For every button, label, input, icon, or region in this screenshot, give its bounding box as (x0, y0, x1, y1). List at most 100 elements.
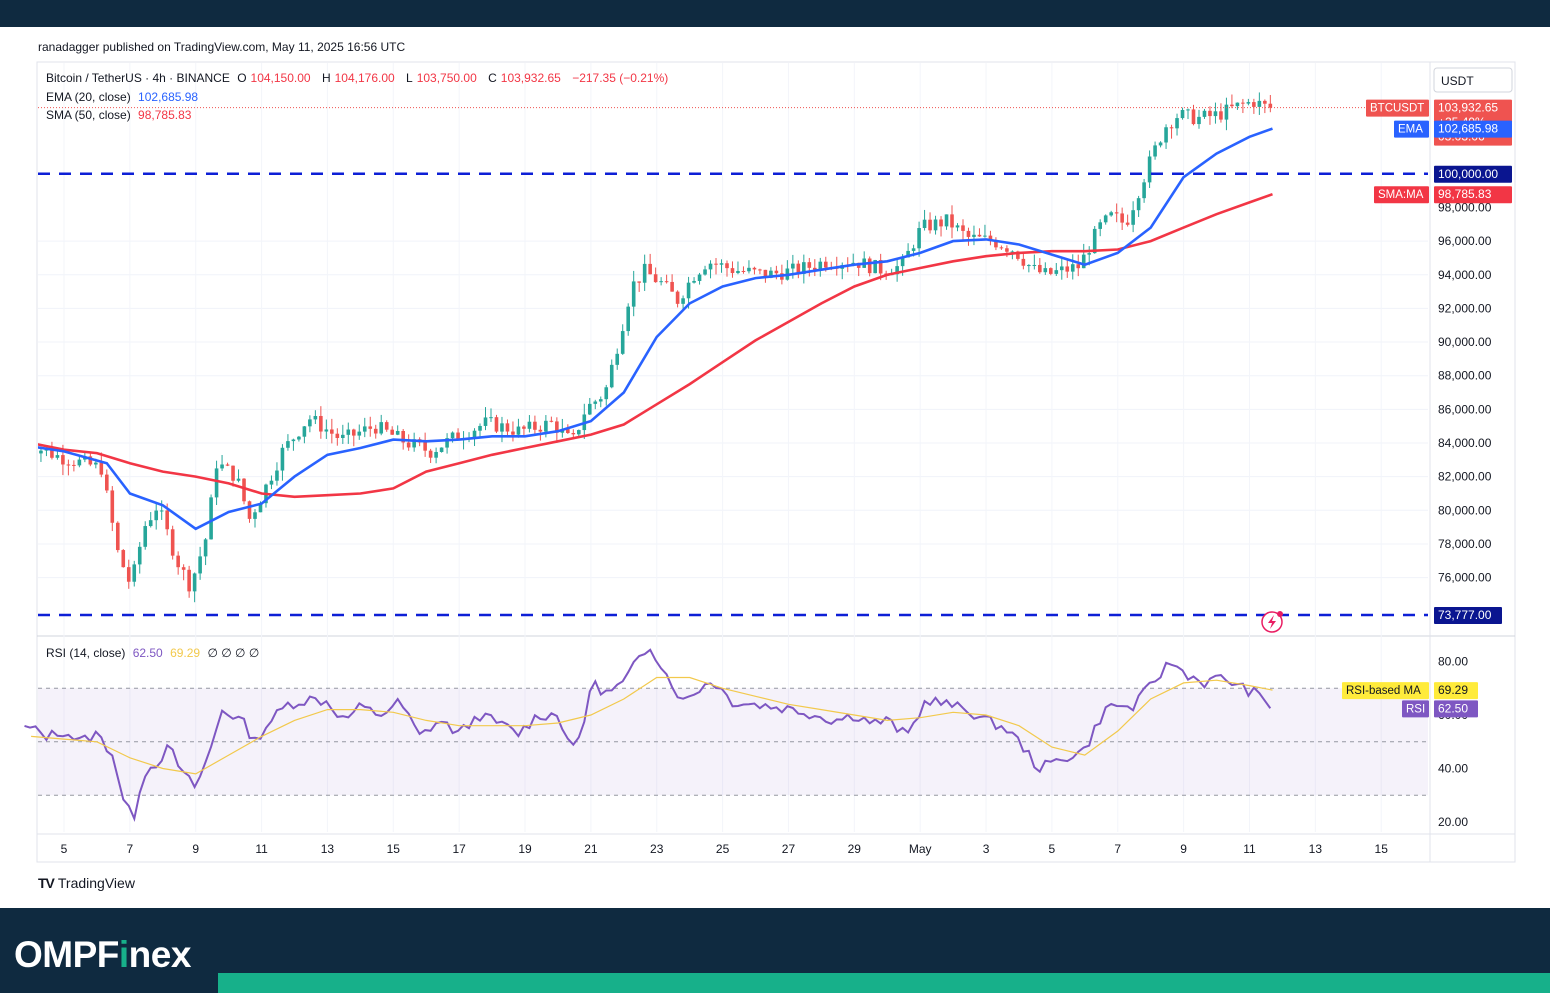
currency-label: USDT (1441, 74, 1474, 88)
candle-body (642, 263, 647, 283)
price-pane-group (28, 92, 1273, 603)
candle-body (1010, 251, 1015, 253)
candle-body (242, 478, 246, 502)
candle-body (302, 426, 307, 437)
candle-body (1158, 142, 1163, 146)
candle-body (538, 429, 543, 432)
candle-body (1263, 100, 1267, 104)
ema-20-line (38, 127, 1273, 531)
ohlc-high: H 104,176.00 (321, 71, 395, 85)
candle-body (286, 441, 290, 448)
candle-body (516, 426, 521, 435)
time-tick-label: 3 (983, 842, 990, 856)
candle-body (297, 436, 301, 440)
price-chart-svg[interactable]: 96,000.00 94,000.00 92,000.00 90,000.00 88,0… (0, 55, 1550, 870)
candle-body (1065, 266, 1070, 272)
candle-body (741, 270, 746, 272)
candle-body (115, 522, 120, 551)
sma-value: 98,785.83 (138, 108, 192, 122)
symbol-tag-bg (1366, 99, 1429, 117)
candle-body (154, 510, 159, 521)
candle-body (955, 225, 960, 228)
price-tick-label: 82,000.00 (1438, 470, 1492, 484)
candle-body (269, 480, 274, 485)
chart-container[interactable]: 96,000.00 94,000.00 92,000.00 90,000.00 88,0… (0, 55, 1550, 870)
candle-body (253, 512, 257, 519)
candle-body (351, 429, 356, 436)
candle-body (659, 281, 663, 283)
time-tick-label: 25 (716, 842, 730, 856)
candle-body (867, 258, 872, 274)
candle-body (148, 520, 153, 527)
candle-body (961, 225, 965, 231)
candle-body (472, 430, 477, 439)
candle-body (653, 274, 658, 283)
ohlc-low: L 103,750.00 (406, 71, 477, 85)
brand-name-suffix: nex (128, 934, 192, 975)
candle-body (917, 228, 921, 249)
candle-body (126, 567, 131, 582)
price-tick-label: 78,000.00 (1438, 537, 1492, 551)
candle-body (132, 564, 137, 582)
candle-body (911, 248, 916, 251)
candle-body (664, 281, 669, 283)
ema-value-tag-bg (1434, 120, 1512, 138)
candle-body (977, 234, 982, 237)
rsi-ma-value-tag-bg (1434, 682, 1478, 700)
candle-body (774, 270, 779, 274)
candle-body (55, 455, 60, 458)
ema-value-tag-text: 102,685.98 (1438, 122, 1498, 136)
candle-body (406, 442, 411, 448)
candle-body (362, 426, 367, 432)
sma-legend[interactable]: SMA (50, close) 98,785.83 (46, 108, 195, 122)
rsi-legend[interactable]: RSI (14, close) 62.50 69.29 ∅ ∅ ∅ ∅ (46, 646, 263, 660)
candle-body (187, 569, 191, 592)
time-tick-label: 5 (61, 842, 68, 856)
rsi-extra-values: ∅ ∅ ∅ ∅ (207, 646, 260, 660)
ema-tag-text: EMA (1398, 124, 1423, 136)
price-tick-label: 86,000.00 (1438, 402, 1492, 416)
candle-body (384, 422, 389, 430)
tradingview-logo-text: TradingView (57, 875, 135, 891)
price-tick-label: 90,000.00 (1438, 335, 1492, 349)
candle-body (598, 399, 603, 402)
candle-body (692, 280, 696, 283)
candle-body (686, 282, 691, 299)
candle-body (324, 429, 329, 432)
ema-legend[interactable]: EMA (20, close) 102,685.98 (46, 90, 202, 104)
candle-body (1005, 248, 1009, 252)
time-tick-label: 11 (1243, 842, 1256, 856)
candle-body (939, 219, 943, 227)
candle-body (994, 241, 998, 248)
price-tick-label: 96,000.00 (1438, 234, 1492, 248)
candle-body (697, 274, 702, 281)
candle-body (1070, 264, 1075, 272)
candle-body (1049, 268, 1053, 274)
ohlc-open: O 104,150.00 (237, 71, 311, 85)
candle-body (681, 298, 685, 304)
candle-body (1038, 264, 1042, 273)
candle-body (258, 503, 263, 513)
candle-body (906, 250, 910, 258)
candle-body (500, 423, 504, 432)
candle-body (1235, 102, 1240, 107)
candle-body (1186, 109, 1190, 111)
tradingview-logo[interactable]: TV TradingView (38, 875, 135, 891)
candle-body (159, 510, 164, 512)
time-tick-label: 15 (387, 842, 401, 856)
time-tick-label: 29 (848, 842, 862, 856)
alert-dot-icon (1277, 611, 1283, 617)
candle-body (1059, 266, 1064, 271)
candle-body (604, 387, 609, 400)
ema-tag-bg (1394, 120, 1429, 138)
candle-body (319, 415, 323, 432)
candle-body (346, 429, 351, 435)
level-100k-tag-text: 100,000.00 (1438, 167, 1498, 181)
candle-body (99, 462, 104, 475)
candle-body (28, 443, 32, 449)
candle-body (373, 428, 378, 434)
rsi-ma-tag-text: RSI-based MA (1346, 685, 1421, 697)
candle-body (231, 465, 235, 481)
candle-body (577, 430, 581, 435)
level-73k-tag-bg (1434, 607, 1502, 625)
